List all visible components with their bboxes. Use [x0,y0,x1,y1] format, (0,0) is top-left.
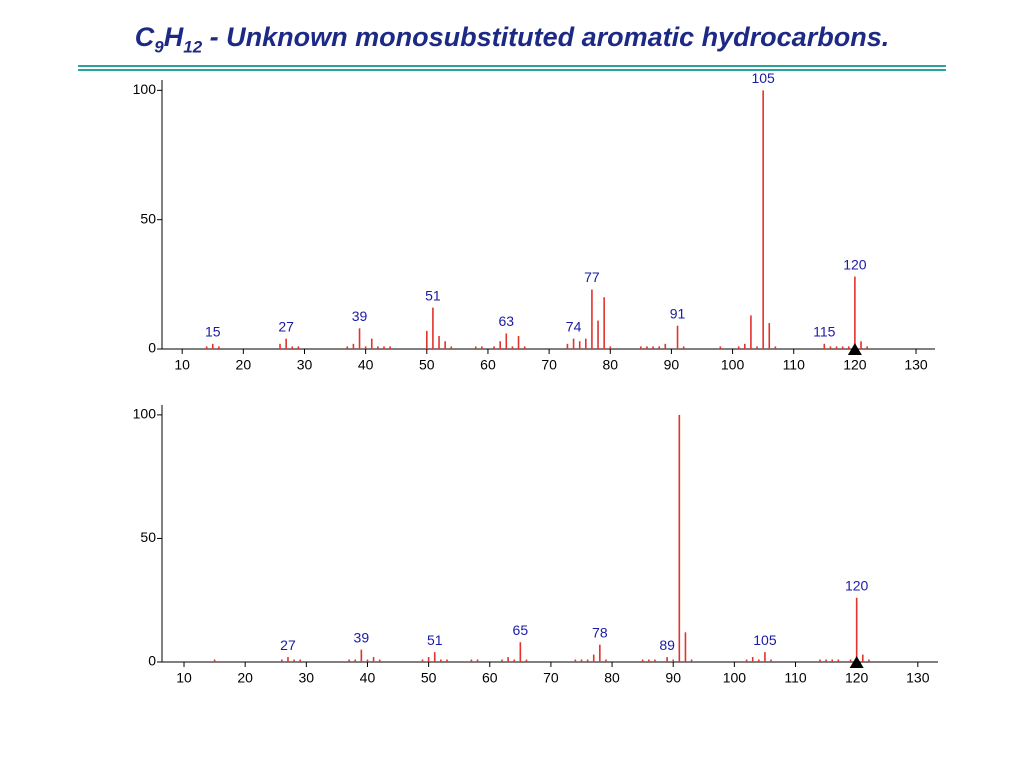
peak-label: 105 [751,70,775,86]
peak-label: 65 [513,622,529,638]
slide-title: C9H12 - Unknown monosubstituted aromatic… [0,22,1024,57]
peak-label: 63 [499,313,515,329]
title-sub: 9 [154,37,164,57]
x-tick-label: 40 [360,670,376,686]
x-tick-label: 130 [904,357,928,373]
peak-label: 51 [425,287,441,303]
peak-label: 51 [427,632,443,648]
x-tick-label: 50 [419,357,435,373]
y-tick-label: 100 [133,406,157,422]
peak-label: 120 [843,256,867,272]
peak-label: 27 [280,637,296,653]
title-part: H [163,22,184,52]
x-tick-label: 60 [480,357,496,373]
peak-label: 39 [354,629,370,645]
y-tick-label: 100 [133,81,157,97]
y-tick-label: 0 [148,653,156,669]
x-tick-label: 80 [604,670,620,686]
x-tick-label: 80 [602,357,618,373]
y-tick-label: 0 [148,340,156,356]
peak-label: 39 [352,308,368,324]
title-part: C [134,22,155,52]
peak-label: 105 [753,632,777,648]
x-tick-label: 10 [174,357,190,373]
x-tick-label: 30 [297,357,313,373]
x-tick-label: 110 [783,357,806,373]
peak-label: 15 [205,324,221,340]
molecular-ion-marker [847,343,862,355]
peak-label: 77 [584,269,600,285]
x-tick-label: 10 [176,670,192,686]
peak-label: 74 [566,318,582,334]
peak-label: 115 [813,324,836,340]
x-tick-label: 130 [906,670,930,686]
molecular-ion-marker [849,656,864,668]
x-tick-label: 60 [482,670,498,686]
x-tick-label: 110 [784,670,807,686]
peak-label: 89 [659,637,675,653]
x-tick-label: 120 [843,357,867,373]
x-tick-label: 40 [358,357,374,373]
peak-label: 27 [278,318,294,334]
y-tick-label: 50 [140,529,156,545]
peak-label: 78 [592,624,608,640]
peak-label: 91 [670,305,686,321]
x-tick-label: 100 [721,357,745,373]
x-tick-label: 90 [665,670,681,686]
x-tick-label: 20 [236,357,252,373]
x-tick-label: 90 [664,357,680,373]
x-tick-label: 100 [723,670,747,686]
x-tick-label: 70 [541,357,557,373]
x-tick-label: 50 [421,670,437,686]
title-sub: 12 [183,37,203,57]
x-tick-label: 30 [299,670,315,686]
peak-label: 120 [845,577,869,593]
x-tick-label: 70 [543,670,559,686]
x-tick-label: 20 [237,670,253,686]
y-tick-label: 50 [140,210,156,226]
title-part: - Unknown monosubstituted aromatic hydro… [202,22,890,52]
x-tick-label: 120 [845,670,869,686]
